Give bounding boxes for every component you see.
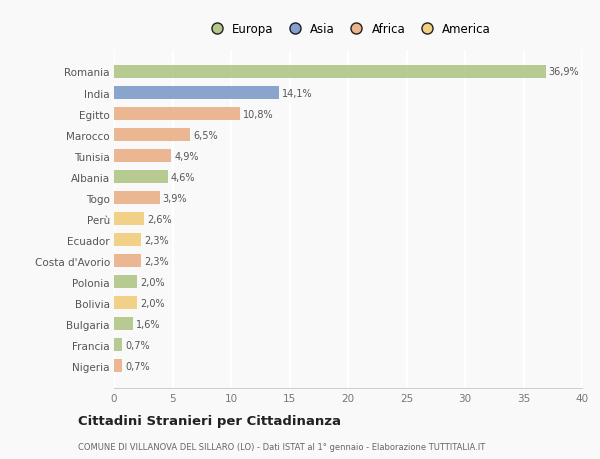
Text: 10,8%: 10,8% bbox=[243, 109, 274, 119]
Text: 2,0%: 2,0% bbox=[140, 298, 165, 308]
Bar bbox=[114, 171, 168, 184]
Bar bbox=[114, 234, 141, 246]
Legend: Europa, Asia, Africa, America: Europa, Asia, Africa, America bbox=[202, 19, 494, 39]
Text: 2,3%: 2,3% bbox=[144, 256, 169, 266]
Bar bbox=[114, 275, 137, 289]
Text: 1,6%: 1,6% bbox=[136, 319, 160, 329]
Text: COMUNE DI VILLANOVA DEL SILLARO (LO) - Dati ISTAT al 1° gennaio - Elaborazione T: COMUNE DI VILLANOVA DEL SILLARO (LO) - D… bbox=[78, 442, 485, 451]
Text: Cittadini Stranieri per Cittadinanza: Cittadini Stranieri per Cittadinanza bbox=[78, 414, 341, 428]
Bar bbox=[114, 213, 145, 226]
Bar bbox=[114, 129, 190, 142]
Text: 6,5%: 6,5% bbox=[193, 130, 218, 140]
Text: 14,1%: 14,1% bbox=[282, 88, 313, 98]
Bar bbox=[114, 192, 160, 205]
Bar bbox=[114, 339, 122, 352]
Bar bbox=[114, 66, 546, 79]
Text: 4,9%: 4,9% bbox=[174, 151, 199, 161]
Text: 0,7%: 0,7% bbox=[125, 340, 150, 350]
Text: 4,6%: 4,6% bbox=[171, 172, 195, 182]
Text: 2,0%: 2,0% bbox=[140, 277, 165, 287]
Text: 0,7%: 0,7% bbox=[125, 361, 150, 371]
Bar bbox=[114, 108, 241, 121]
Bar bbox=[114, 297, 137, 309]
Text: 2,3%: 2,3% bbox=[144, 235, 169, 245]
Text: 3,9%: 3,9% bbox=[163, 193, 187, 203]
Bar bbox=[114, 150, 172, 163]
Bar bbox=[114, 359, 122, 373]
Text: 2,6%: 2,6% bbox=[148, 214, 172, 224]
Bar bbox=[114, 255, 141, 268]
Bar bbox=[114, 87, 279, 100]
Text: 36,9%: 36,9% bbox=[548, 67, 579, 77]
Bar bbox=[114, 318, 133, 330]
